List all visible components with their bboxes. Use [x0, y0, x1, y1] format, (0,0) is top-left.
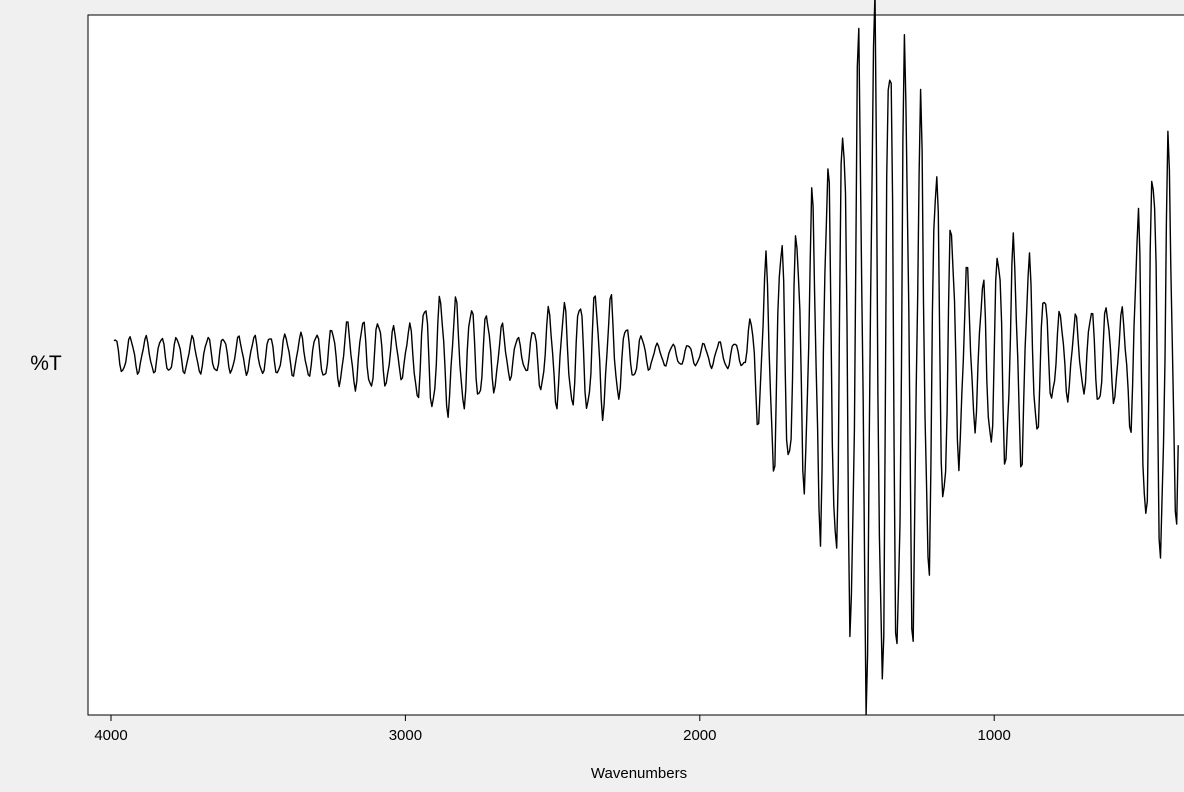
plot-area — [88, 15, 1184, 715]
y-axis-label: %T — [30, 352, 62, 375]
x-tick-label-2000: 2000 — [683, 727, 716, 744]
x-axis-ticks: 4000 3000 2000 1000 — [94, 715, 1011, 744]
x-tick-label-3000: 3000 — [389, 727, 422, 744]
x-tick-label-4000: 4000 — [94, 727, 127, 744]
x-tick-label-1000: 1000 — [978, 727, 1011, 744]
plot-frame — [87, 14, 1184, 716]
spectrum-line — [113, 0, 1179, 716]
x-axis-label: Wavenumbers — [591, 765, 687, 782]
